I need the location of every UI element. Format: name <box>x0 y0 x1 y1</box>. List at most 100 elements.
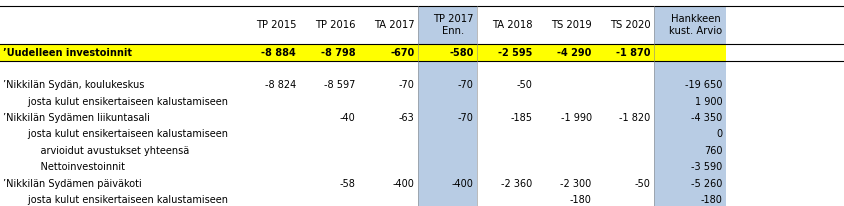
FancyBboxPatch shape <box>536 77 595 94</box>
Text: -19 650: -19 650 <box>685 80 722 90</box>
FancyBboxPatch shape <box>359 159 418 175</box>
Text: Nettoinvestoinnit: Nettoinvestoinnit <box>3 162 126 172</box>
FancyBboxPatch shape <box>359 110 418 126</box>
FancyBboxPatch shape <box>359 126 418 143</box>
Text: -8 884: -8 884 <box>262 48 296 57</box>
FancyBboxPatch shape <box>300 175 359 192</box>
FancyBboxPatch shape <box>300 44 359 61</box>
Text: -180: -180 <box>701 195 722 205</box>
FancyBboxPatch shape <box>418 77 477 94</box>
FancyBboxPatch shape <box>300 192 359 206</box>
FancyBboxPatch shape <box>654 126 726 143</box>
FancyBboxPatch shape <box>595 61 654 77</box>
FancyBboxPatch shape <box>536 44 595 61</box>
Text: TP 2017
Enn.: TP 2017 Enn. <box>433 14 473 36</box>
FancyBboxPatch shape <box>0 77 241 94</box>
FancyBboxPatch shape <box>0 61 241 77</box>
FancyBboxPatch shape <box>536 192 595 206</box>
FancyBboxPatch shape <box>595 126 654 143</box>
FancyBboxPatch shape <box>241 44 300 61</box>
Text: -400: -400 <box>392 179 414 188</box>
FancyBboxPatch shape <box>418 159 477 175</box>
FancyBboxPatch shape <box>654 159 726 175</box>
FancyBboxPatch shape <box>654 110 726 126</box>
FancyBboxPatch shape <box>0 143 241 159</box>
Text: josta kulut ensikertaiseen kalustamiseen: josta kulut ensikertaiseen kalustamiseen <box>3 97 229 107</box>
Text: -2 300: -2 300 <box>560 179 592 188</box>
Text: arvioidut avustukset yhteensä: arvioidut avustukset yhteensä <box>3 146 190 156</box>
Text: -8 597: -8 597 <box>324 80 355 90</box>
Text: -1 820: -1 820 <box>619 113 651 123</box>
FancyBboxPatch shape <box>595 192 654 206</box>
FancyBboxPatch shape <box>477 159 536 175</box>
FancyBboxPatch shape <box>536 94 595 110</box>
FancyBboxPatch shape <box>536 126 595 143</box>
FancyBboxPatch shape <box>595 110 654 126</box>
FancyBboxPatch shape <box>241 126 300 143</box>
FancyBboxPatch shape <box>595 6 654 44</box>
FancyBboxPatch shape <box>418 44 477 61</box>
Text: TS 2020: TS 2020 <box>610 20 651 30</box>
Text: -58: -58 <box>339 179 355 188</box>
FancyBboxPatch shape <box>0 192 241 206</box>
FancyBboxPatch shape <box>300 6 359 44</box>
Text: -2 595: -2 595 <box>498 48 533 57</box>
FancyBboxPatch shape <box>241 175 300 192</box>
FancyBboxPatch shape <box>477 192 536 206</box>
Text: ’Nikkilän Sydämen päiväkoti: ’Nikkilän Sydämen päiväkoti <box>3 179 142 188</box>
FancyBboxPatch shape <box>418 126 477 143</box>
FancyBboxPatch shape <box>359 61 418 77</box>
Text: ’Uudelleen investoinnit: ’Uudelleen investoinnit <box>3 48 133 57</box>
FancyBboxPatch shape <box>477 94 536 110</box>
FancyBboxPatch shape <box>0 175 241 192</box>
FancyBboxPatch shape <box>595 44 654 61</box>
FancyBboxPatch shape <box>359 6 418 44</box>
Text: -1 990: -1 990 <box>560 113 592 123</box>
FancyBboxPatch shape <box>536 6 595 44</box>
FancyBboxPatch shape <box>654 94 726 110</box>
Text: 760: 760 <box>704 146 722 156</box>
Text: Hankkeen
kust. Arvio: Hankkeen kust. Arvio <box>669 14 722 36</box>
Text: TS 2019: TS 2019 <box>551 20 592 30</box>
Text: -4 350: -4 350 <box>691 113 722 123</box>
FancyBboxPatch shape <box>477 126 536 143</box>
Text: -70: -70 <box>398 80 414 90</box>
FancyBboxPatch shape <box>654 44 726 61</box>
FancyBboxPatch shape <box>359 143 418 159</box>
Text: -4 290: -4 290 <box>557 48 592 57</box>
Text: -400: -400 <box>452 179 473 188</box>
FancyBboxPatch shape <box>536 143 595 159</box>
FancyBboxPatch shape <box>241 192 300 206</box>
Text: TP 2015: TP 2015 <box>256 20 296 30</box>
Text: -3 590: -3 590 <box>691 162 722 172</box>
FancyBboxPatch shape <box>300 143 359 159</box>
FancyBboxPatch shape <box>359 94 418 110</box>
FancyBboxPatch shape <box>418 110 477 126</box>
FancyBboxPatch shape <box>300 126 359 143</box>
Text: -50: -50 <box>635 179 651 188</box>
FancyBboxPatch shape <box>536 61 595 77</box>
Text: -63: -63 <box>398 113 414 123</box>
Text: josta kulut ensikertaiseen kalustamiseen: josta kulut ensikertaiseen kalustamiseen <box>3 195 229 205</box>
FancyBboxPatch shape <box>477 44 536 61</box>
FancyBboxPatch shape <box>241 159 300 175</box>
FancyBboxPatch shape <box>477 110 536 126</box>
FancyBboxPatch shape <box>359 192 418 206</box>
Text: TP 2016: TP 2016 <box>315 20 355 30</box>
FancyBboxPatch shape <box>241 77 300 94</box>
FancyBboxPatch shape <box>595 94 654 110</box>
FancyBboxPatch shape <box>477 6 536 44</box>
Text: TA 2017: TA 2017 <box>374 20 414 30</box>
Text: -50: -50 <box>517 80 533 90</box>
FancyBboxPatch shape <box>418 192 477 206</box>
Text: -580: -580 <box>449 48 473 57</box>
FancyBboxPatch shape <box>477 61 536 77</box>
Text: -180: -180 <box>570 195 592 205</box>
FancyBboxPatch shape <box>300 94 359 110</box>
FancyBboxPatch shape <box>359 44 418 61</box>
FancyBboxPatch shape <box>654 192 726 206</box>
Text: -670: -670 <box>390 48 414 57</box>
FancyBboxPatch shape <box>300 110 359 126</box>
FancyBboxPatch shape <box>241 61 300 77</box>
FancyBboxPatch shape <box>418 94 477 110</box>
